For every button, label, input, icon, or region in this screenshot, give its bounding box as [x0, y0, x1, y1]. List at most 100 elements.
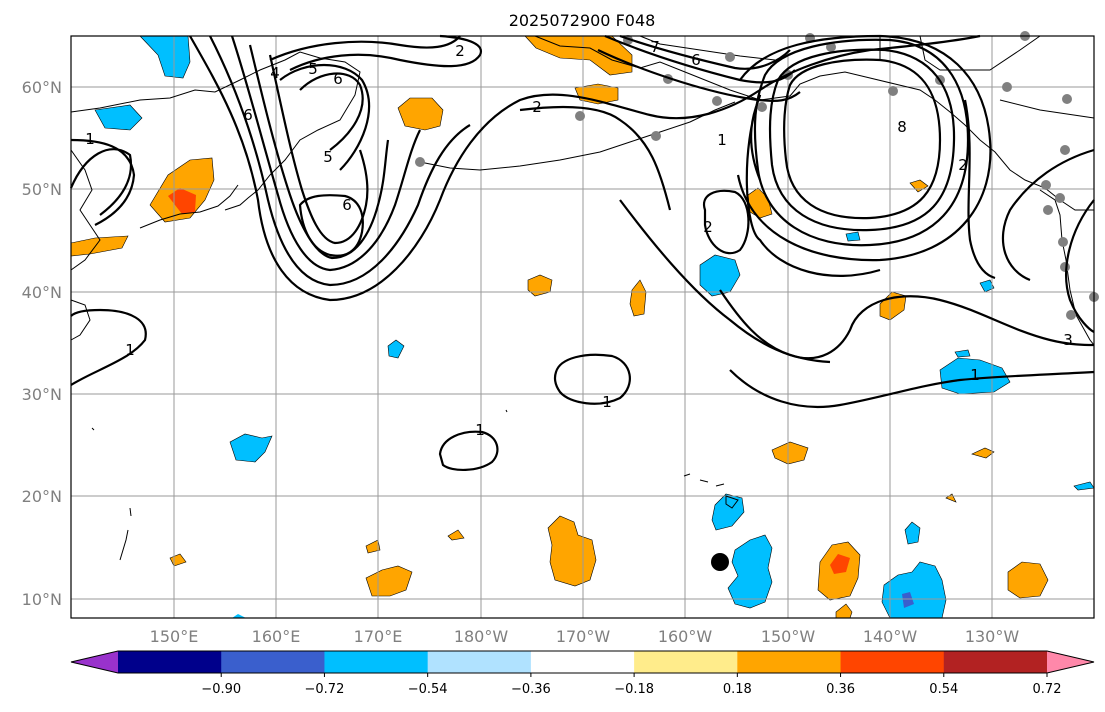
- shade-blue-region: [387, 339, 405, 359]
- lon-label: 160°W: [658, 627, 713, 646]
- contour-label: 1: [717, 131, 727, 149]
- shade-blue-region: [699, 254, 741, 297]
- colorbar-segment: [737, 651, 842, 673]
- shaded-anomaly-regions: [70, 35, 1095, 619]
- colorbar-tick-label: 0.36: [826, 682, 855, 697]
- lon-label: 150°E: [150, 627, 199, 646]
- shade-orange-region: [397, 97, 444, 131]
- shade-orange-region: [365, 539, 381, 554]
- contour-line: [604, 34, 796, 84]
- station-dot: [415, 157, 425, 167]
- station-dot: [757, 102, 767, 112]
- contour-line: [553, 353, 631, 405]
- contour-label: 4: [270, 64, 280, 82]
- shade-blue-region: [727, 534, 773, 609]
- contour-line: [753, 38, 970, 247]
- shade-blue-region: [229, 433, 273, 463]
- colorbar-tick-label: −0.18: [614, 682, 654, 697]
- shade-blue-region: [845, 231, 861, 242]
- contour-label: 2: [703, 218, 713, 236]
- coastline-small-islands: [91, 409, 508, 561]
- colorbar-segment: [530, 651, 635, 673]
- contour-label: 2: [958, 156, 968, 174]
- colorbar-segment: [634, 651, 738, 673]
- colorbar-segment: [943, 651, 1048, 673]
- coastline-aleutians: [419, 101, 736, 171]
- contour-line: [299, 72, 364, 151]
- colorbar-tick-label: −0.54: [408, 682, 448, 697]
- lon-label: 170°W: [556, 627, 611, 646]
- colorbar-segment: [118, 651, 222, 673]
- contour-line: [963, 99, 996, 280]
- coastline-pacific-nw: [1039, 189, 1095, 346]
- contour-line: [209, 35, 471, 287]
- shade-blue-region: [881, 561, 947, 619]
- coastline-japan-kuril: [70, 149, 239, 271]
- lat-label: 60°N: [22, 78, 62, 97]
- colorbar-segment: [324, 651, 429, 673]
- contour-label: 1: [602, 393, 612, 411]
- station-dot: [725, 52, 735, 62]
- shade-orange-region: [771, 441, 809, 465]
- contour-label: 1: [475, 421, 485, 439]
- lat-label: 30°N: [22, 385, 62, 404]
- lat-label: 10°N: [22, 590, 62, 609]
- contour-line: [268, 54, 369, 245]
- lat-label: 20°N: [22, 487, 62, 506]
- colorbar-extend-low: [71, 651, 118, 673]
- contour-line: [745, 94, 881, 277]
- contour-line: [1001, 148, 1095, 282]
- contour-label: 5: [323, 148, 333, 166]
- shade-blue-region: [954, 349, 971, 358]
- station-dot: [1066, 310, 1076, 320]
- shade-blue-region: [979, 279, 995, 293]
- lon-label: 160°E: [252, 627, 301, 646]
- lon-label: 180°W: [454, 627, 509, 646]
- contour-label: 2: [532, 98, 542, 116]
- station-dot: [826, 42, 836, 52]
- lon-label: 150°W: [761, 627, 816, 646]
- shade-purple-region: [902, 592, 914, 608]
- map-frame: [70, 35, 1095, 619]
- station-dot: [1041, 180, 1051, 190]
- colorbar-segment: [840, 651, 945, 673]
- contour-line: [619, 199, 831, 364]
- contour-label: 6: [243, 106, 253, 124]
- contour-line: [438, 430, 499, 471]
- contour-label: 1: [125, 341, 135, 359]
- contour-label: 6: [333, 70, 343, 88]
- shade-red-region: [168, 188, 196, 214]
- shade-orange-region: [971, 447, 995, 459]
- graticule: [71, 36, 1094, 618]
- contour-line: [736, 34, 992, 262]
- contour-line: [298, 194, 364, 257]
- contour-line: [1065, 199, 1095, 333]
- colorbar-outline: [70, 650, 1095, 674]
- longitude-labels: 150°E 160°E 170°E 180°W 170°W 160°W 150°…: [150, 627, 1020, 646]
- contour-line: [189, 34, 981, 302]
- coastline-hawaii: [683, 473, 739, 509]
- contour-line: [70, 138, 136, 226]
- contour-line: [70, 308, 147, 386]
- station-dot: [1062, 94, 1072, 104]
- station-dot: [1058, 237, 1068, 247]
- shade-orange-region: [547, 515, 597, 587]
- contour-label: 8: [897, 118, 907, 136]
- colorbar-tick-label: 0.18: [723, 682, 752, 697]
- contour-line: [702, 189, 750, 255]
- station-dot: [1002, 82, 1012, 92]
- station-dot: [712, 96, 722, 106]
- lat-label: 40°N: [22, 283, 62, 302]
- contour-labels: 2 6 5 4 7 6 2 8 5 6 1 1 2 6 1 1 1 1 3 2: [85, 38, 1073, 439]
- lat-label: 50°N: [22, 180, 62, 199]
- storm-position-marker: [711, 553, 729, 571]
- contour-line: [519, 105, 672, 211]
- coastline-japan-south: [70, 299, 91, 341]
- station-dot: [1060, 262, 1070, 272]
- station-dot: [1055, 193, 1065, 203]
- colorbar-tick-label: 0.72: [1033, 682, 1062, 697]
- colorbar-segment: [221, 651, 325, 673]
- contour-line: [768, 48, 956, 232]
- latitude-labels: 60°N 50°N 40°N 30°N 20°N 10°N: [22, 78, 62, 609]
